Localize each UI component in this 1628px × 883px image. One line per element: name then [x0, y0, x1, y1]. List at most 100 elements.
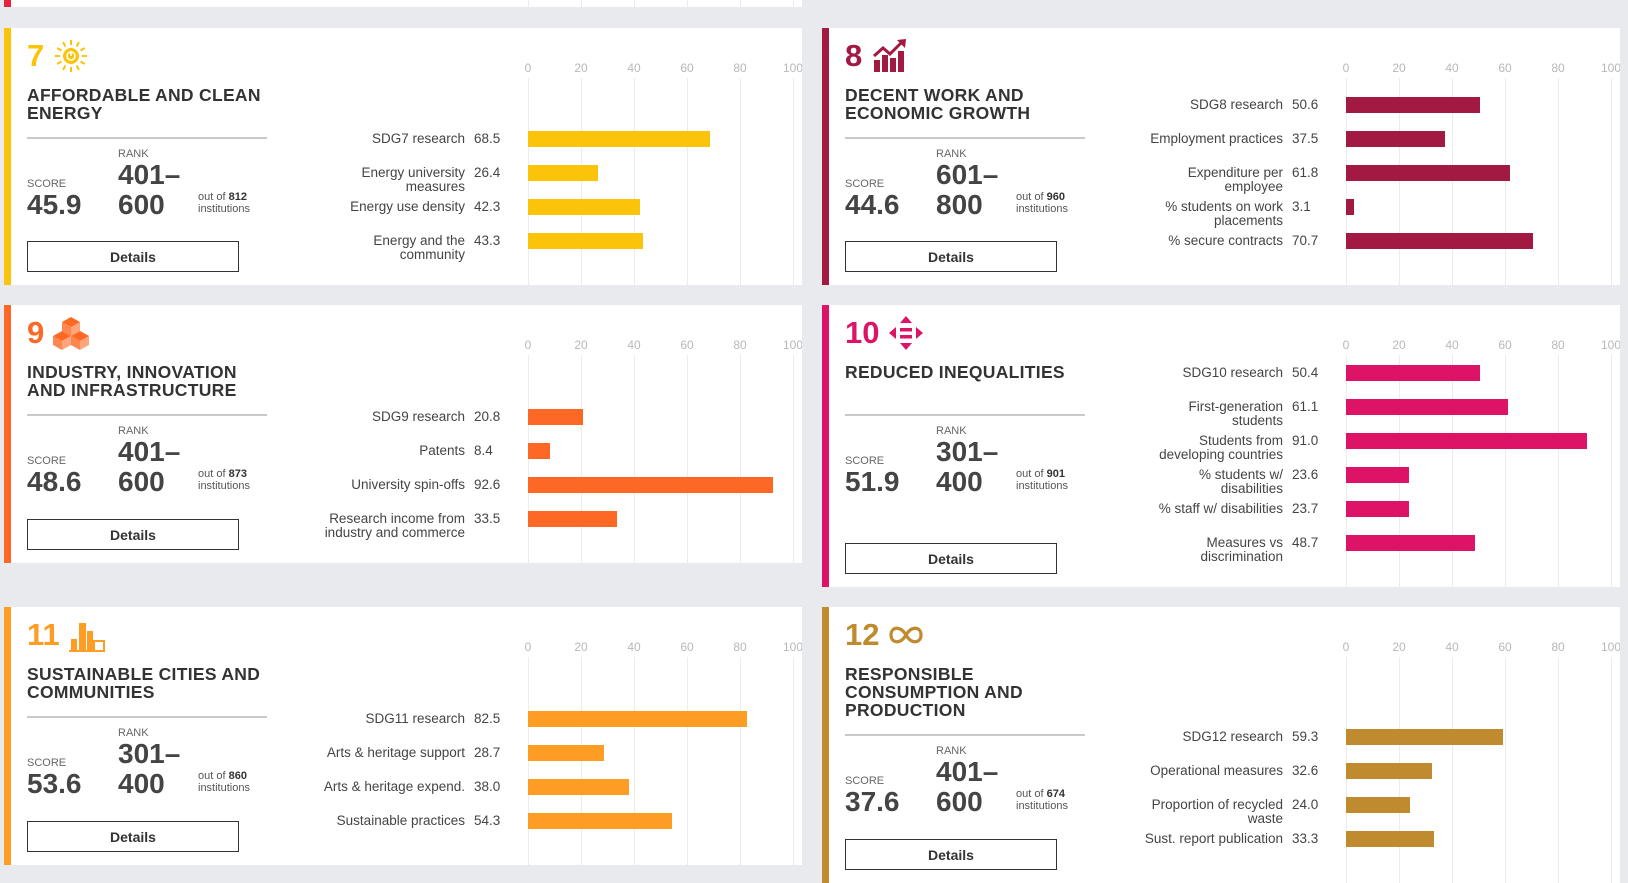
metrics-bar-chart: SDG9 research 20.8 Patents 8.4 Universit…	[191, 400, 802, 540]
summary-column: REDUCED INEQUALITIES RANK 301– 400 SCORE…	[845, 363, 1085, 506]
metric-label: Expenditure per employee	[1187, 165, 1283, 194]
divider	[845, 137, 1085, 139]
metric-bar	[1346, 501, 1409, 517]
out-of-text: out of 860 institutions	[198, 770, 250, 794]
gridline	[581, 355, 582, 563]
score-rank-block: RANK 301– 400 SCORE 51.9 out of 901 insti…	[845, 416, 1085, 506]
details-button[interactable]: Details	[845, 543, 1057, 574]
score-label: SCORE	[27, 178, 67, 190]
gridline	[687, 78, 688, 285]
axis-tick-label: 40	[627, 61, 641, 75]
sun-power-icon	[53, 38, 89, 74]
metric-row: SDG10 research 50.4	[1009, 356, 1620, 390]
axis-tick-label: 0	[524, 640, 532, 654]
rank-value-top: 401–	[118, 159, 181, 190]
metric-row: Operational measures 32.6	[1009, 754, 1620, 788]
metric-bar	[1346, 763, 1433, 779]
details-button[interactable]: Details	[845, 241, 1057, 272]
gridline	[793, 355, 794, 563]
details-button[interactable]: Details	[845, 839, 1057, 870]
metric-label: University spin-offs	[351, 477, 465, 492]
metric-bar	[528, 711, 747, 727]
divider	[845, 414, 1085, 416]
metric-value: 33.3	[1292, 831, 1319, 846]
score-label: SCORE	[845, 775, 885, 787]
metric-value: 68.5	[474, 131, 501, 146]
axis-tick-label: 80	[733, 338, 747, 352]
metric-value: 28.7	[474, 745, 501, 760]
divider	[27, 716, 267, 718]
metrics-bar-chart: SDG11 research 82.5 Arts & heritage supp…	[191, 702, 802, 838]
rank-label: RANK	[936, 745, 967, 757]
metric-value: 43.3	[474, 233, 501, 248]
metric-value: 8.4	[474, 443, 493, 458]
score-rank-block: RANK 401– 600 SCORE 45.9 out of 812 insti…	[27, 139, 267, 229]
metric-row: % students w/ disabilities 23.6	[1009, 458, 1620, 496]
metric-label: SDG12 research	[1182, 729, 1283, 744]
details-button[interactable]: Details	[27, 519, 239, 550]
axis-tick-label: 40	[1445, 640, 1459, 654]
sdg-card-8: 0 20 40 60 80 100 8 DECENT WORK AND ECONOMIC …	[822, 28, 1620, 285]
metric-bar	[1346, 399, 1508, 415]
rank-value-bottom: 800	[936, 189, 983, 220]
metric-label: Energy university measures	[361, 165, 465, 194]
metric-row: Employment practices 37.5	[1009, 122, 1620, 156]
rank-value-bottom: 600	[936, 786, 983, 817]
axis-tick-label: 20	[1392, 338, 1406, 352]
metric-label: SDG8 research	[1189, 97, 1283, 112]
score-value: 48.6	[27, 466, 82, 497]
metric-bar	[528, 131, 710, 147]
out-of-prefix: out of	[198, 468, 226, 480]
metric-label: SDG7 research	[371, 131, 465, 146]
gridline	[581, 78, 582, 285]
gridline	[687, 657, 688, 865]
rank-value-top: 401–	[936, 756, 999, 787]
metric-bar	[1346, 199, 1355, 215]
sdg-card-10: 0 20 40 60 80 100 10 REDUCED INEQUALITIES RAN…	[822, 305, 1620, 587]
metric-label: Energy and the community	[373, 233, 465, 262]
score-rank-block: RANK 401– 600 SCORE 48.6 out of 873 insti…	[27, 416, 267, 506]
gridline	[740, 657, 741, 865]
score-value: 45.9	[27, 189, 82, 220]
metric-bar	[1346, 165, 1510, 181]
metric-row: SDG11 research 82.5	[191, 702, 802, 736]
metric-row: SDG12 research 59.3	[1009, 720, 1620, 754]
gridline	[528, 355, 529, 563]
institutions-label: institutions	[1016, 203, 1068, 215]
metric-value: 59.3	[1292, 729, 1319, 744]
metric-value: 50.6	[1292, 97, 1319, 112]
gridline	[581, 0, 582, 7]
metric-row: % students on work placements 3.1	[1009, 190, 1620, 228]
metric-row: Energy use density 42.3	[191, 190, 802, 224]
gridline	[1505, 355, 1506, 587]
axis-tick-label: 0	[1342, 61, 1350, 75]
axis-tick-label: 80	[1551, 338, 1565, 352]
sdg-header: 11	[27, 617, 105, 653]
axis-tick-label: 100	[1600, 640, 1620, 654]
axis-tick-label: 100	[782, 338, 802, 352]
metrics-bar-chart: SDG7 research 68.5 Energy university mea…	[191, 122, 802, 262]
metric-bar	[528, 745, 605, 761]
metric-label: Arts & heritage expend.	[323, 779, 465, 794]
metric-bar	[1346, 729, 1504, 745]
out-of-prefix: out of	[198, 191, 226, 203]
details-button[interactable]: Details	[27, 241, 239, 272]
rank-value-top: 301–	[118, 738, 181, 769]
sdg-number: 10	[845, 315, 880, 350]
axis-tick-label: 60	[680, 338, 694, 352]
metric-bar	[1346, 131, 1446, 147]
metric-bar	[528, 165, 598, 181]
summary-column: RESPONSIBLE CONSUMPTION AND PRODUCTION R…	[845, 665, 1085, 826]
out-of-count: 812	[228, 191, 247, 203]
cubes-icon	[53, 315, 90, 351]
details-button[interactable]: Details	[27, 821, 239, 852]
metric-row: Sust. report publication 33.3	[1009, 822, 1620, 856]
sdg-title: AFFORDABLE AND CLEAN ENERGY	[27, 85, 261, 123]
metric-value: 92.6	[474, 477, 501, 492]
institutions-label: institutions	[198, 480, 250, 492]
score-label: SCORE	[27, 455, 67, 467]
metric-value: 24.0	[1292, 797, 1319, 812]
metric-label: % students w/ disabilities	[1198, 467, 1283, 496]
axis-tick-label: 100	[782, 640, 802, 654]
axis-tick-label: 20	[1392, 640, 1406, 654]
